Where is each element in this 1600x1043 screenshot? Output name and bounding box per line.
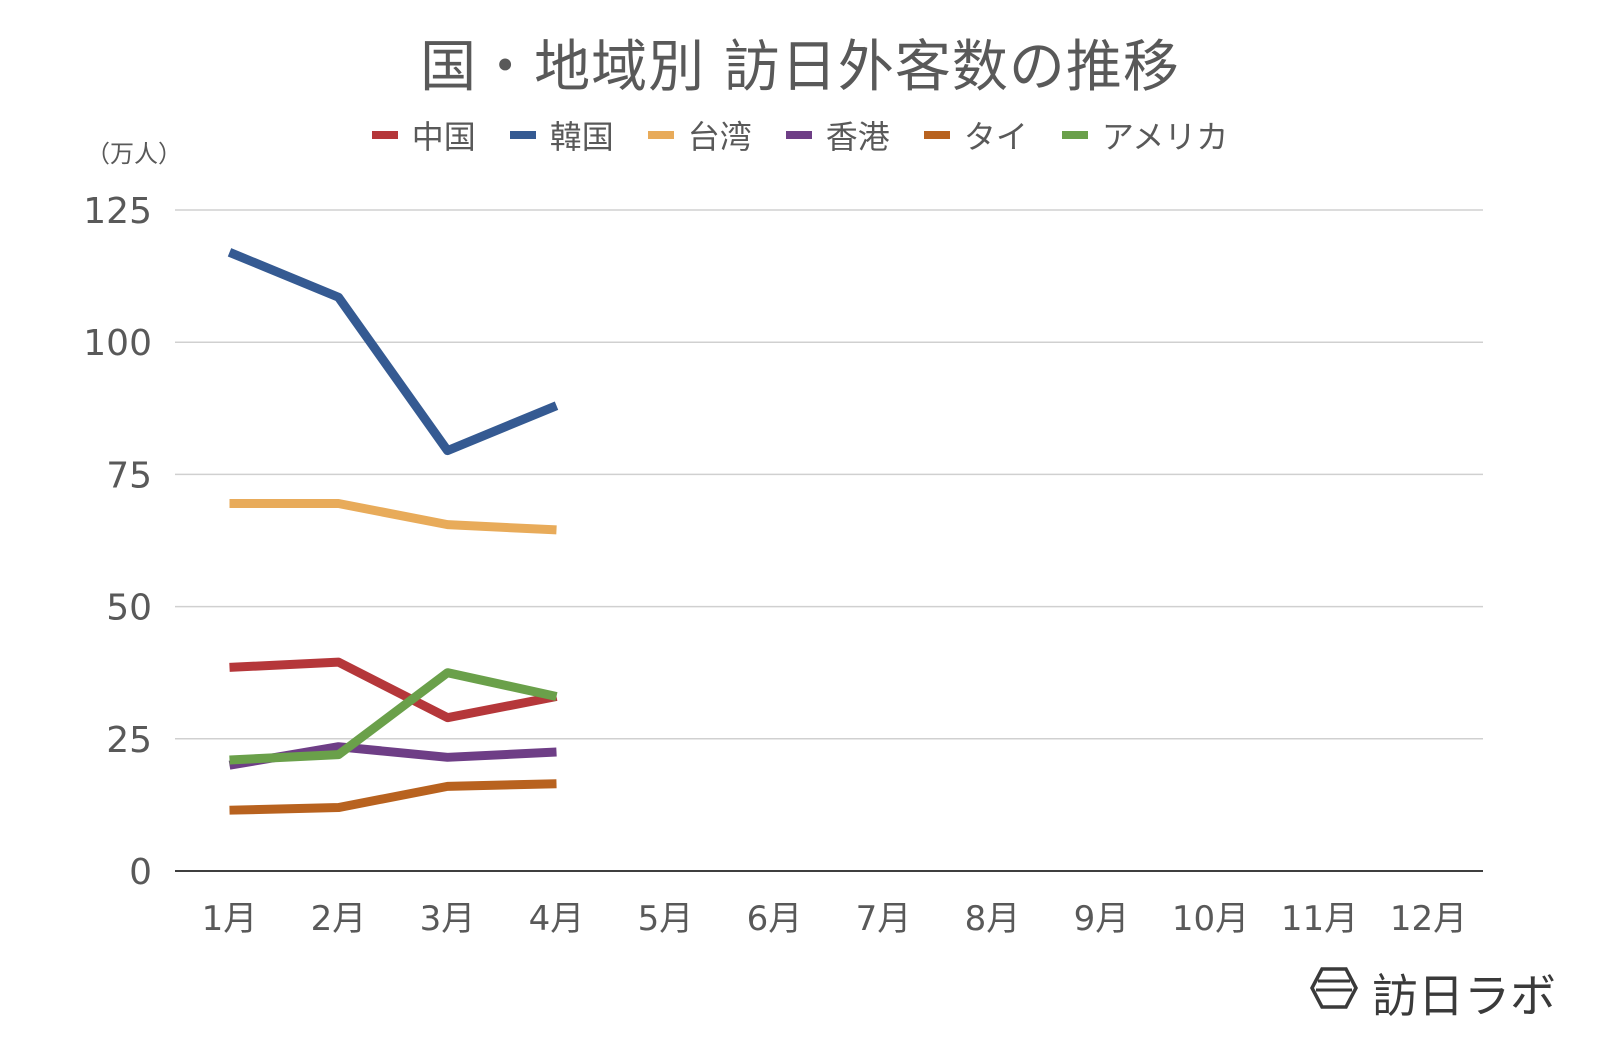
x-tick-label: 7月 [856,899,912,939]
x-tick-label: 5月 [638,899,694,939]
legend-item: 中国 [371,112,476,158]
y-tick-label: 25 [106,720,152,761]
x-tick-label: 1月 [202,899,258,939]
legend-swatch [371,131,398,139]
legend-label: 中国 [411,118,476,156]
legend-item: 韓国 [509,112,614,158]
legend-swatch [509,131,536,139]
legend: 中国 韓国 台湾 香港 タイ アメリカ [0,112,1600,158]
y-tick-label: 125 [83,191,152,232]
x-tick-label: 8月 [965,899,1021,939]
legend-label: アメリカ [1101,118,1229,156]
legend-label: 香港 [825,118,890,156]
chart-title: 国・地域別 訪日外客数の推移 [420,35,1180,100]
series-line-5 [229,779,557,815]
y-tick-label: 100 [83,323,152,364]
legend-label: 台湾 [687,118,752,156]
y-tick-label: 50 [106,588,152,629]
y-tick-label: 0 [129,852,152,893]
x-tick-label: 10月 [1172,899,1249,939]
legend-swatch [647,131,674,139]
y-axis-unit-label: （万人） [86,140,182,168]
legend-item: 香港 [785,112,890,158]
x-tick-label: 3月 [420,899,476,939]
legend-item: アメリカ [1061,112,1229,158]
brand-logo: 訪日ラボ [1310,960,1556,1026]
legend-label: タイ [963,118,1028,156]
x-tick-label: 6月 [747,899,803,939]
series-line-3 [229,498,557,535]
series-line-2 [227,248,559,456]
legend-swatch [1061,131,1088,139]
brand-name: 訪日ラボ [1372,969,1556,1023]
x-tick-label: 2月 [311,899,367,939]
legend-item: タイ [923,112,1028,158]
y-tick-label: 75 [106,455,152,496]
legend-swatch [785,131,812,139]
x-tick-label: 4月 [529,899,585,939]
x-tick-label: 9月 [1074,899,1130,939]
x-tick-label: 12月 [1390,899,1467,939]
hexagon-logo-icon [1310,966,1358,1021]
series-line-6 [229,668,558,765]
series-line-1 [229,657,558,723]
legend-swatch [923,131,950,139]
legend-label: 韓国 [549,118,614,156]
x-tick-label: 11月 [1281,899,1358,939]
legend-item: 台湾 [647,112,752,158]
